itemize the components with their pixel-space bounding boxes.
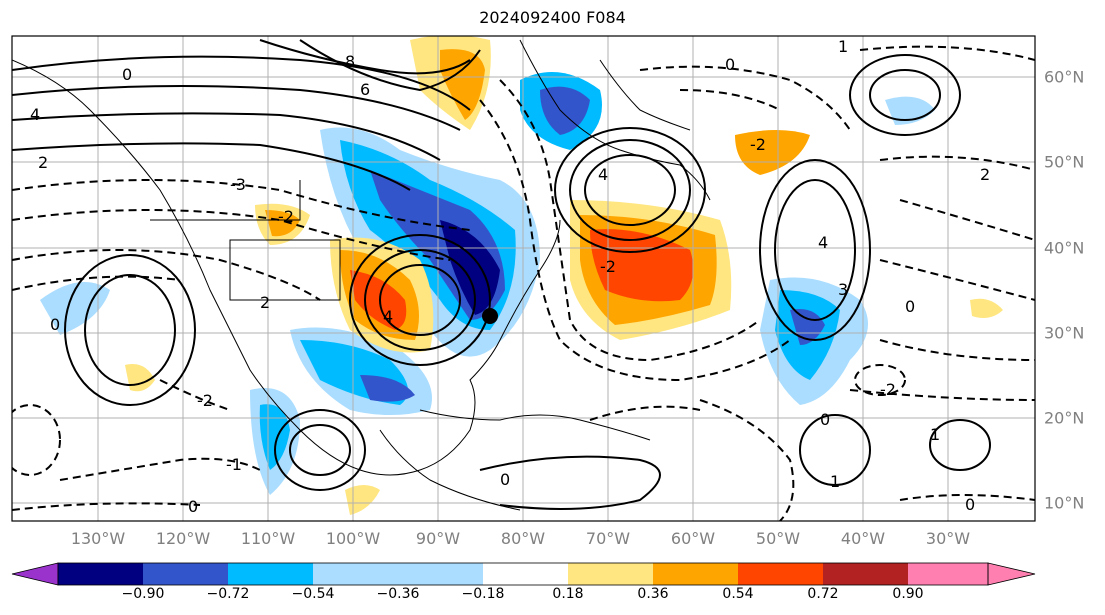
contour-label: -2	[197, 391, 213, 410]
map-title: 2024092400 F084	[479, 8, 626, 27]
contours	[12, 39, 1035, 521]
contour-label: -1	[226, 455, 242, 474]
colorbar-bin	[908, 563, 988, 585]
contour-label: 4	[383, 307, 393, 326]
contour-label: -2	[278, 207, 294, 226]
contour-label: 6	[360, 80, 370, 99]
colorbar-tick: 0.54	[722, 586, 754, 602]
graticule	[12, 36, 1035, 521]
colorbar-bin	[653, 563, 738, 585]
colorbar-tick: 0.90	[892, 586, 924, 602]
contour-label: 1	[838, 37, 848, 56]
lon-label: 40°W	[840, 529, 886, 548]
contour-label: 0	[500, 470, 510, 489]
contour-label: -3	[230, 175, 246, 194]
colorbar-tick: −0.72	[206, 586, 250, 602]
contour-label: 3	[838, 280, 848, 299]
lon-label: 90°W	[415, 529, 461, 548]
contour-label: -2	[600, 257, 616, 276]
colorbar-bin	[398, 563, 483, 585]
storm-center-marker	[482, 308, 498, 324]
contour-label: 1	[830, 472, 840, 491]
colorbar-bin	[313, 563, 398, 585]
contour-label: 2	[260, 293, 270, 312]
contour-label: 1	[930, 425, 940, 444]
lon-label: 130°W	[70, 529, 126, 548]
colorbar-bin	[483, 563, 568, 585]
contour-label: 4	[598, 165, 608, 184]
lat-label: 20°N	[1044, 408, 1085, 428]
contour-label: 0	[820, 410, 830, 429]
lon-label: 50°W	[755, 529, 801, 548]
lat-label: 10°N	[1044, 493, 1085, 513]
lon-label: 70°W	[585, 529, 631, 548]
colorbar-bin	[568, 563, 653, 585]
lon-label: 60°W	[670, 529, 716, 548]
contour-label: 2	[980, 165, 990, 184]
colorbar-tick: 0.18	[552, 586, 584, 602]
contour-label: 0	[905, 297, 915, 316]
contour-label: 0	[122, 65, 132, 84]
colorbar-tick: 0.36	[637, 586, 669, 602]
contour-label: 0	[188, 497, 198, 516]
colorbar	[11, 562, 1036, 586]
contour-label: 0	[725, 55, 735, 74]
colorbar-min-extension	[11, 562, 59, 586]
lat-label: 50°N	[1044, 152, 1085, 172]
colorbar-tick: −0.54	[291, 586, 335, 602]
contour-label: 0	[50, 315, 60, 334]
colorbar-bin	[823, 563, 908, 585]
lon-label: 110°W	[240, 529, 296, 548]
lon-label: 100°W	[325, 529, 381, 548]
contour-label: -2	[880, 380, 896, 399]
contour-label: 0	[965, 495, 975, 514]
lat-label: 30°N	[1044, 323, 1085, 343]
colorbar-tick: 0.72	[807, 586, 839, 602]
colorbar-tick: −0.90	[121, 586, 165, 602]
lon-label: 80°W	[500, 529, 546, 548]
contour-labels: 0 4 2 8 6 -3 -2 2 4 -2 4 4 3 0 -2 1 0 1 …	[30, 37, 990, 516]
contour-label: 8	[345, 52, 355, 71]
colorbar-outline	[57, 562, 989, 586]
colorbar-max-extension	[987, 562, 1036, 586]
lat-label: 60°N	[1044, 67, 1085, 87]
colorbar-bin	[738, 563, 823, 585]
colorbar-bin	[58, 563, 143, 585]
colorbar-bin	[143, 563, 228, 585]
contour-label: 4	[818, 233, 828, 252]
colorbar-bin	[228, 563, 313, 585]
lon-label: 120°W	[155, 529, 211, 548]
map-frame	[11, 35, 1036, 522]
colorbar-tick: −0.36	[376, 586, 420, 602]
colorbar-tick: −0.18	[461, 586, 505, 602]
lat-label: 40°N	[1044, 238, 1085, 258]
lon-label: 30°W	[925, 529, 971, 548]
contour-label: 2	[38, 153, 48, 172]
shaded-fields	[40, 36, 1003, 515]
coastlines	[12, 39, 711, 511]
contour-label: -2	[750, 135, 766, 154]
contour-label: 4	[30, 105, 40, 124]
